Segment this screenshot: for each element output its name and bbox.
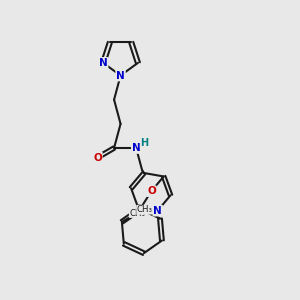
Text: O: O: [93, 153, 102, 163]
Text: H: H: [140, 138, 148, 148]
Text: N: N: [153, 206, 162, 216]
Text: CH₃: CH₃: [137, 205, 153, 214]
Text: N: N: [132, 143, 140, 153]
Text: O: O: [147, 186, 156, 196]
Text: N: N: [116, 70, 125, 80]
Text: CH₃: CH₃: [129, 208, 145, 217]
Text: N: N: [99, 58, 108, 68]
